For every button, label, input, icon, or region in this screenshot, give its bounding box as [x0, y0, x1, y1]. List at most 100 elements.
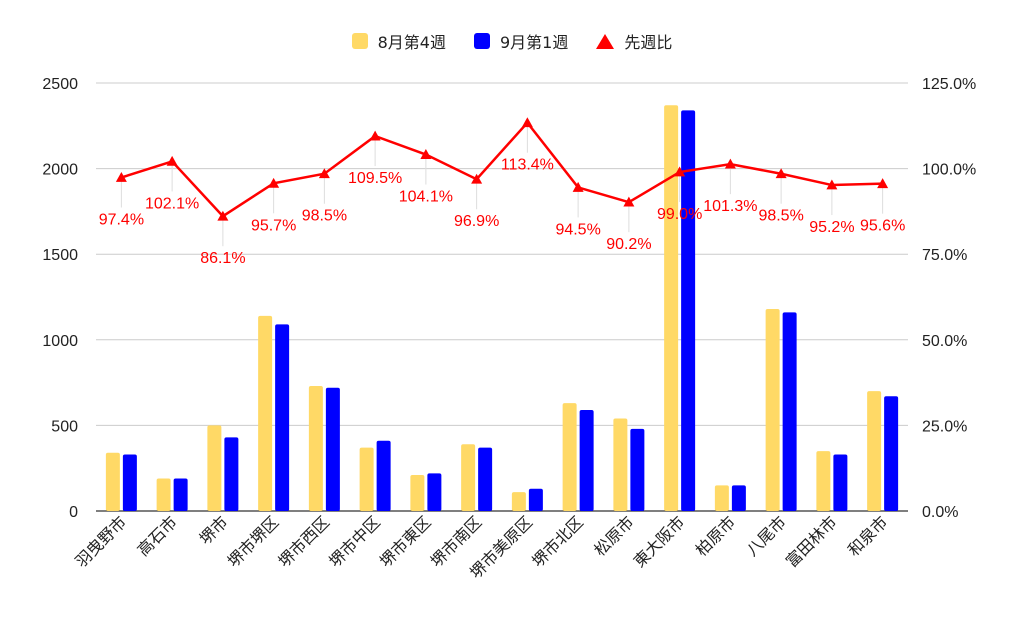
x-tick-label: 柏原市: [692, 512, 739, 559]
bar-2-堺市北区: [579, 409, 594, 511]
bar-1-堺市堺区: [258, 315, 273, 511]
line-marker-柏原市: [724, 158, 736, 169]
data-label: 113.4%: [501, 157, 554, 174]
data-label: 95.6%: [860, 218, 905, 235]
bar-1-和泉市: [867, 391, 882, 511]
line-marker-堺市西区: [318, 168, 330, 179]
y-left-tick-label: 2000: [42, 162, 78, 179]
y-left-tick-label: 0: [69, 504, 78, 521]
y-right-tick-label: 50.0%: [922, 333, 967, 350]
x-tick-label: 和泉市: [844, 512, 891, 559]
x-tick-label: 堺市中区: [325, 512, 384, 571]
x-tick-label: 八尾市: [743, 512, 790, 559]
line-marker-堺市美原区: [521, 117, 533, 128]
legend-triangle-icon: [596, 33, 615, 49]
legend-item-series-1: 8月第4週: [351, 29, 446, 53]
y-left-tick-label: 2500: [42, 76, 78, 93]
line-marker-和泉市: [877, 178, 889, 189]
line-marker-松原市: [623, 196, 635, 207]
legend-swatch-series-1: [351, 33, 368, 49]
y-left-tick-label: 500: [51, 418, 78, 435]
line-marker-堺市中区: [369, 130, 381, 141]
legend-label-series-2: 9月第1週: [499, 33, 569, 52]
bar-1-羽曳野市: [105, 452, 120, 511]
line-marker-羽曳野市: [115, 172, 127, 182]
legend-label-series-3: 先週比: [624, 33, 673, 52]
y-right-tick-label: 100.0%: [922, 162, 976, 179]
x-tick-label: 富田林市: [782, 512, 841, 571]
x-tick-label: 堺市北区: [528, 512, 587, 571]
line-marker-堺市東区: [420, 149, 432, 159]
bar-1-堺市: [207, 425, 222, 511]
y-right-tick-label: 25.0%: [922, 418, 967, 435]
x-tick-label: 高石市: [134, 512, 181, 559]
bar-1-柏原市: [714, 485, 729, 511]
bar-2-堺市中区: [376, 440, 391, 511]
data-label: 95.2%: [809, 219, 854, 236]
bar-1-堺市美原区: [511, 492, 526, 511]
x-tick-label: 松原市: [590, 512, 637, 559]
x-tick-label: 堺市: [196, 512, 232, 548]
line-marker-東大阪市: [674, 166, 686, 177]
x-tick-label: 東大阪市: [630, 512, 689, 571]
bar-2-松原市: [630, 428, 645, 511]
bar-2-高石市: [173, 478, 188, 511]
data-label: 90.2%: [606, 236, 651, 253]
data-label: 104.1%: [399, 189, 453, 206]
bar-2-堺市美原区: [528, 488, 543, 511]
y-right-tick-label: 0.0%: [922, 504, 958, 521]
line-series-1: [120, 120, 883, 218]
data-label: 101.3%: [703, 198, 757, 215]
bar-1-堺市北区: [562, 403, 577, 511]
data-label: 94.5%: [555, 221, 600, 238]
y-right-tick-label: 75.0%: [922, 247, 967, 264]
bar-2-和泉市: [884, 396, 899, 511]
bar-2-柏原市: [731, 485, 746, 511]
line-marker-堺市: [217, 210, 229, 221]
x-tick-label: 堺市西区: [275, 512, 334, 571]
bar-1-東大阪市: [664, 105, 679, 512]
line-marker-八尾市: [775, 168, 787, 179]
data-label: 86.1%: [200, 250, 245, 267]
bar-2-東大阪市: [681, 110, 696, 511]
bar-2-堺市東区: [427, 473, 442, 511]
data-label: 99.0%: [657, 206, 702, 223]
chart-legend: 8月第4週 9月第1週 先週比: [0, 26, 1024, 56]
legend-swatch-series-2: [473, 33, 490, 49]
data-label: 96.9%: [454, 213, 499, 230]
bar-1-堺市南区: [461, 444, 476, 511]
line-marker-富田林市: [826, 179, 838, 190]
y-right-tick-label: 125.0%: [922, 76, 976, 93]
y-left-tick-label: 1000: [42, 333, 78, 350]
bar-1-富田林市: [816, 451, 831, 511]
data-label: 98.5%: [758, 208, 803, 225]
bar-2-羽曳野市: [122, 454, 137, 511]
data-label: 95.7%: [251, 217, 296, 234]
legend-item-series-2: 9月第1週: [473, 29, 569, 53]
data-label: 102.1%: [145, 195, 199, 212]
bar-1-八尾市: [765, 308, 780, 511]
bar-2-堺市: [224, 437, 239, 511]
x-tick-label: 堺市東区: [376, 512, 435, 571]
bar-2-八尾市: [782, 312, 797, 511]
bar-2-堺市堺区: [275, 324, 290, 511]
data-label: 109.5%: [348, 170, 402, 187]
bar-1-堺市東区: [410, 475, 425, 511]
y-left-tick-label: 1500: [42, 247, 78, 264]
data-label: 98.5%: [302, 208, 347, 225]
legend-label-series-1: 8月第4週: [377, 33, 446, 52]
data-label: 97.4%: [99, 212, 144, 229]
bar-1-高石市: [156, 478, 171, 511]
bar-1-堺市中区: [359, 447, 374, 511]
bar-2-富田林市: [833, 454, 848, 511]
line-marker-堺市堺区: [268, 177, 280, 188]
bar-1-松原市: [613, 418, 628, 511]
line-marker-堺市北区: [572, 181, 584, 192]
line-marker-堺市南区: [471, 173, 483, 184]
bar-2-堺市西区: [325, 387, 340, 511]
legend-item-series-3: 先週比: [596, 29, 672, 53]
x-tick-label: 堺市堺区: [224, 512, 283, 571]
line-marker-高石市: [166, 155, 178, 166]
bar-2-堺市南区: [478, 447, 493, 511]
